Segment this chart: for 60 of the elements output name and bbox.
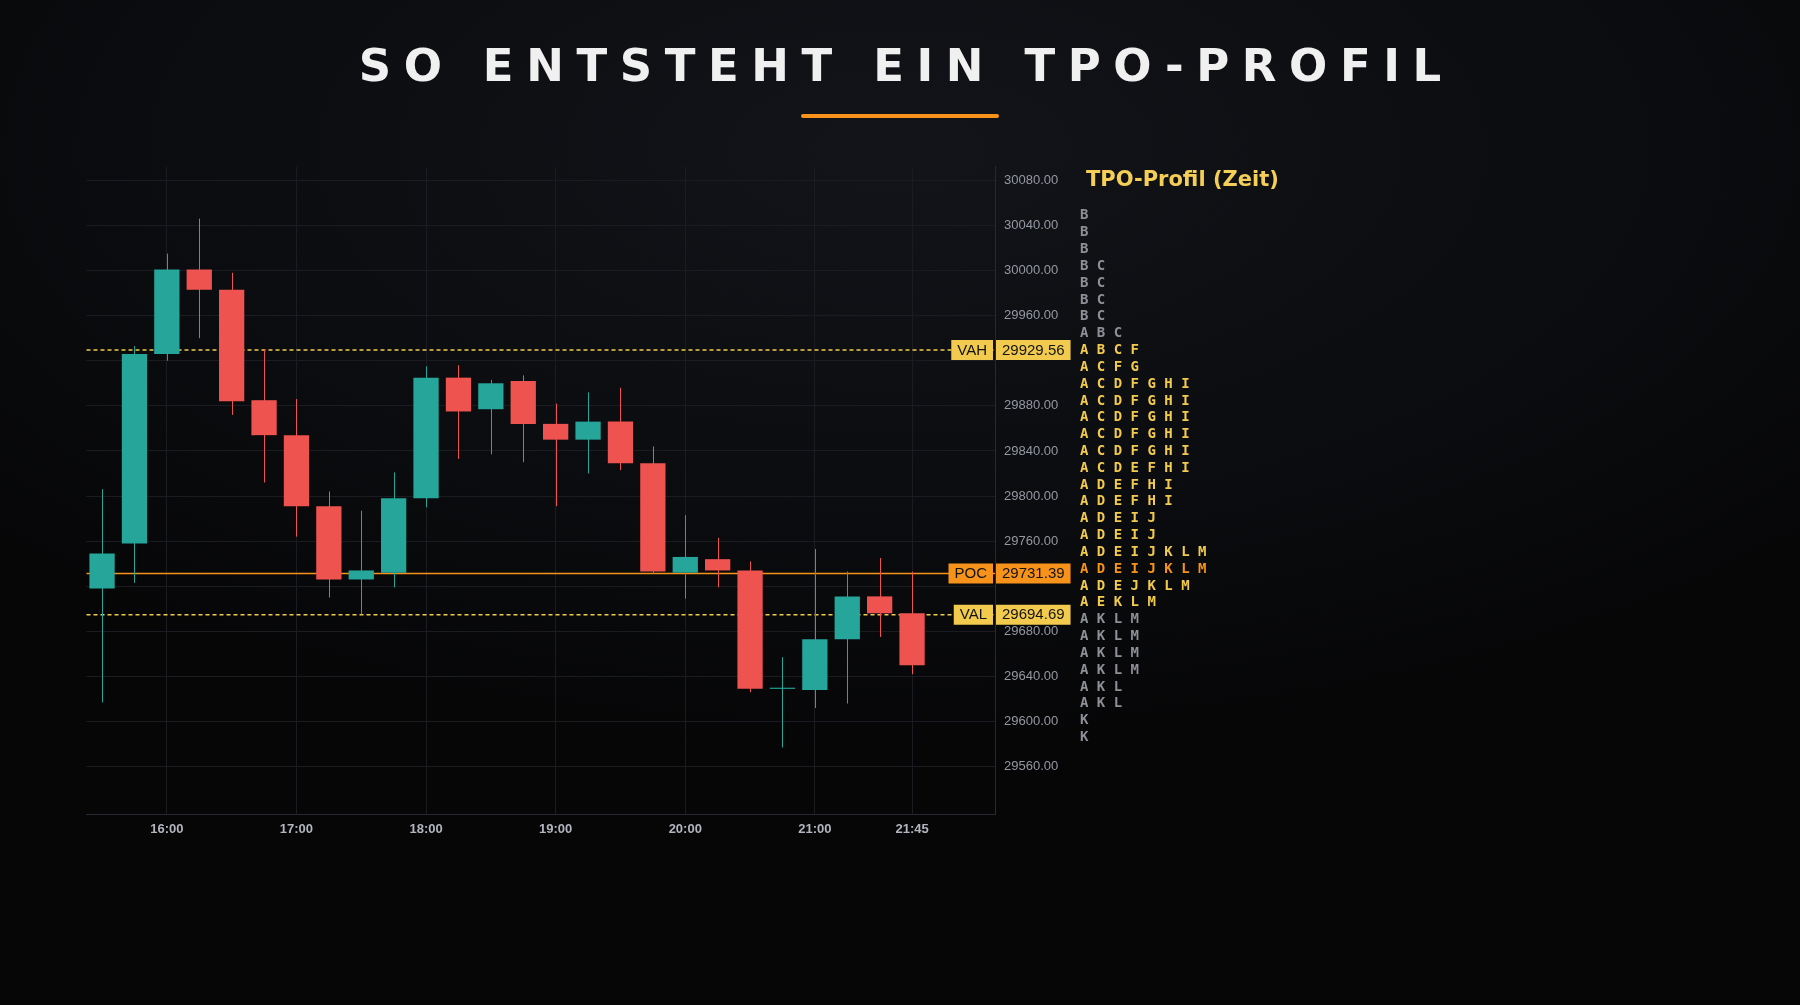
text: A D E F H I: [1080, 475, 1174, 493]
text: A K L M: [1080, 627, 1140, 644]
text: A C F G: [1080, 357, 1140, 375]
chart-title: SO ENTSTEHT EIN TPO-PROFIL: [357, 38, 1455, 94]
x-tick-label: 21:45: [895, 821, 929, 837]
text: A D E I J: [1080, 526, 1157, 543]
text: A C D F G H I: [1080, 408, 1191, 426]
text: A D E I J K L M: [1080, 542, 1208, 560]
y-tick-label: 30000.00: [1004, 262, 1059, 278]
y-tick-label: 29960.00: [1004, 307, 1059, 323]
text: TPO-Profil (Zeit): [1086, 166, 1279, 193]
text: K: [1080, 711, 1090, 729]
y-tick-label: 30080.00: [1004, 171, 1059, 187]
text: B C: [1080, 273, 1107, 291]
text: A K L M: [1080, 660, 1140, 678]
text: A K L: [1080, 677, 1124, 695]
text: A D E I J: [1080, 509, 1157, 527]
text: A D E F H I: [1080, 492, 1174, 510]
text: A C D F G H I: [1080, 441, 1191, 459]
text: A C D F G H I: [1080, 374, 1191, 392]
text: A C D F G H I: [1080, 391, 1191, 409]
text: A D E I J K L M: [1080, 559, 1208, 577]
x-tick-label: 17:00: [279, 821, 314, 837]
text: A D E J K L M: [1080, 576, 1191, 594]
x-tick-label: 18:00: [409, 821, 443, 837]
y-tick-label: 29880.00: [1004, 397, 1059, 413]
x-tick-label: 19:00: [539, 821, 573, 837]
text: A K L M: [1080, 610, 1140, 628]
text: A B C: [1080, 324, 1124, 342]
text: A C D E F H I: [1080, 458, 1191, 476]
y-tick-label: 29800.00: [1004, 487, 1059, 503]
text: A K L M: [1080, 643, 1140, 661]
text: 29694.69: [1001, 605, 1065, 623]
text: B C: [1080, 290, 1107, 308]
text: B: [1080, 240, 1090, 257]
x-tick-label: 20:00: [668, 821, 702, 837]
ref-line-label: VAH: [957, 340, 987, 358]
y-tick-label: 29760.00: [1004, 532, 1059, 548]
text: B C: [1080, 256, 1107, 274]
text: 29731.39: [1001, 564, 1065, 582]
text: B: [1080, 223, 1090, 241]
text: A B C F: [1080, 341, 1140, 358]
text: A K L: [1080, 694, 1124, 712]
text: 29929.56: [1001, 340, 1065, 358]
x-tick-label: 21:00: [798, 821, 832, 837]
y-tick-label: 30040.00: [1004, 217, 1059, 233]
y-tick-label: 29680.00: [1004, 622, 1059, 638]
text: K: [1080, 728, 1090, 745]
x-tick-label: 16:00: [150, 821, 184, 837]
candlestick: [348, 510, 374, 615]
y-tick-label: 29840.00: [1004, 442, 1059, 458]
text: A C D F G H I: [1080, 425, 1191, 442]
ref-line-label: VAL: [959, 605, 988, 623]
text: B: [1080, 206, 1090, 224]
ref-line-label: POC: [954, 564, 988, 582]
text: B C: [1080, 307, 1107, 325]
y-tick-label: 29600.00: [1004, 713, 1059, 729]
text: A E K L M: [1080, 593, 1157, 611]
y-tick-label: 29560.00: [1004, 758, 1059, 774]
y-tick-label: 29640.00: [1004, 668, 1059, 684]
